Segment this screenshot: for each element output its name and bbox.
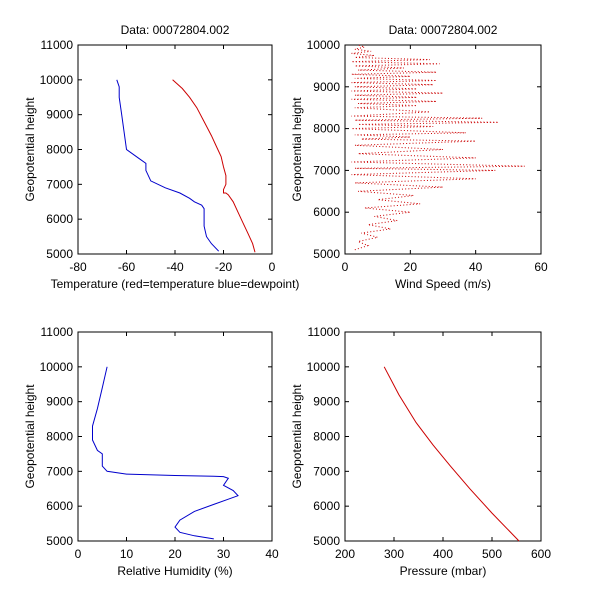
x-tick-label: -40 bbox=[166, 260, 184, 274]
y-tick-label: 5000 bbox=[46, 534, 73, 548]
y-tick-label: 10000 bbox=[40, 73, 74, 87]
x-axis-label: Wind Speed (m/s) bbox=[395, 277, 491, 291]
chart-panel-2: 0 20 40 60 5000 6000 7000 8000 9000 10000 Data: 00… bbox=[290, 23, 548, 291]
y-tick-label: 9000 bbox=[313, 395, 340, 409]
x-tick-label: 0 bbox=[342, 260, 349, 274]
axes-frame bbox=[77, 44, 273, 255]
x-tick-label: 40 bbox=[469, 260, 483, 274]
x-tick-label: -20 bbox=[215, 260, 233, 274]
y-tick-label: 10000 bbox=[307, 360, 341, 374]
y-tick-label: 8000 bbox=[313, 122, 340, 136]
x-tick-label: -80 bbox=[69, 260, 87, 274]
y-tick-label: 7000 bbox=[46, 464, 73, 478]
y-tick-label: 5000 bbox=[46, 247, 73, 261]
y-tick-label: 5000 bbox=[313, 247, 340, 261]
x-tick-label: 40 bbox=[265, 547, 279, 561]
y-tick-label: 6000 bbox=[46, 499, 73, 513]
y-axis-label: Geopotential height bbox=[23, 384, 37, 489]
x-tick-label: 10 bbox=[120, 547, 134, 561]
temperature-series bbox=[172, 79, 256, 253]
pressure-series bbox=[383, 366, 520, 542]
chart-panel-4: 200 300 400 500 600 5000 6000 7000 8000 9000 10000… bbox=[290, 325, 551, 578]
x-tick-label: -60 bbox=[118, 260, 136, 274]
x-tick-label: 20 bbox=[168, 547, 182, 561]
y-tick-label: 7000 bbox=[313, 464, 340, 478]
x-tick-label: 200 bbox=[335, 547, 355, 561]
y-tick-label: 8000 bbox=[313, 430, 340, 444]
y-axis-label: Geopotential height bbox=[290, 384, 304, 489]
x-tick-label: 30 bbox=[217, 547, 231, 561]
y-tick-label: 11000 bbox=[308, 325, 341, 339]
y-tick-label: 9000 bbox=[46, 395, 73, 409]
x-tick-label: 20 bbox=[404, 260, 418, 274]
x-tick-label: 300 bbox=[384, 547, 404, 561]
x-tick-label: 500 bbox=[482, 547, 502, 561]
y-tick-label: 5000 bbox=[313, 534, 340, 548]
x-tick-label: 0 bbox=[75, 547, 82, 561]
relative-humidity-series bbox=[92, 366, 239, 540]
x-tick-label: 600 bbox=[531, 547, 551, 561]
x-tick-label: 60 bbox=[534, 260, 548, 274]
y-tick-label: 7000 bbox=[46, 177, 73, 191]
y-axis-label: Geopotential height bbox=[23, 97, 37, 202]
chart-title: Data: 00072804.002 bbox=[389, 23, 498, 37]
dewpoint-series bbox=[116, 79, 220, 252]
y-axis-label: Geopotential height bbox=[290, 97, 304, 202]
x-axis-label: Pressure (mbar) bbox=[400, 564, 487, 578]
y-tick-label: 8000 bbox=[46, 143, 73, 157]
y-tick-label: 9000 bbox=[313, 80, 340, 94]
x-axis-label: Relative Humidity (%) bbox=[117, 564, 232, 578]
y-tick-label: 6000 bbox=[313, 499, 340, 513]
x-axis-label: Temperature (red=temperature blue=dewpoi… bbox=[51, 277, 300, 291]
axes-frame bbox=[344, 331, 542, 542]
chart-panel-3: 0 10 20 30 40 5000 6000 7000 8000 9000 10000 11000 R… bbox=[23, 325, 279, 578]
chart-panel-1: -80 -60 -40 -20 0 5000 6000 7000 8000 9000 10000 11… bbox=[23, 23, 299, 291]
chart-title: Data: 00072804.002 bbox=[121, 23, 230, 37]
y-tick-label: 11000 bbox=[41, 38, 74, 52]
axes-frame bbox=[344, 44, 542, 255]
y-tick-label: 10000 bbox=[40, 360, 74, 374]
x-tick-label: 400 bbox=[433, 547, 453, 561]
axes-frame bbox=[77, 331, 273, 542]
y-tick-label: 7000 bbox=[313, 163, 340, 177]
x-tick-label: 0 bbox=[269, 260, 276, 274]
y-tick-label: 11000 bbox=[41, 325, 74, 339]
y-tick-label: 6000 bbox=[46, 212, 73, 226]
y-tick-label: 10000 bbox=[307, 38, 341, 52]
y-tick-label: 8000 bbox=[46, 430, 73, 444]
y-tick-label: 9000 bbox=[46, 108, 73, 122]
wind-speed-series bbox=[351, 44, 525, 251]
y-tick-label: 6000 bbox=[313, 205, 340, 219]
